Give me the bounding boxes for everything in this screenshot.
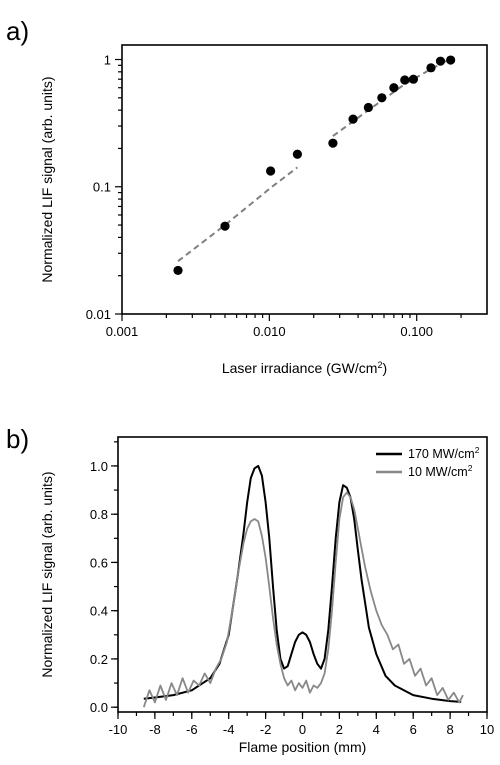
panel-b-plot-frame [117,436,488,713]
panel-a-y-axis-label: Normalized LIF signal (arb. units) [39,76,55,282]
panel-b-series-lines [142,464,464,708]
data-point [446,55,456,65]
series-line-170 [143,464,462,703]
y-tick-label: 1.0 [90,459,108,474]
x-tick-label: -2 [260,722,272,737]
fit-line [177,166,299,262]
data-point [435,56,446,66]
panel-b-legend: 170 MW/cm2 10 MW/cm2 [376,445,480,479]
panel-b: b) -10 -8 -6 -4 -2 0 2 4 6 8 100.00.20.40.60.81.0 … [6,424,494,755]
panel-a: a) 0.001 0.010 0.100 0.01 0.1 1 Laser irradia… [6,16,488,376]
panel-b-label: b) [6,424,29,454]
y-tick-label: 0.2 [90,652,108,667]
data-point [389,83,399,93]
panel-a-label: a) [6,16,29,46]
x-tick-label: 6 [410,722,417,737]
data-point [377,93,387,103]
panel-b-y-axis-label: Normalized LIF signal (arb. units) [39,471,55,677]
data-point [426,63,436,73]
data-point [348,114,358,124]
data-point [400,75,410,85]
x-tick-label: 0.010 [253,324,286,339]
data-point [266,166,276,176]
panel-a-data-points [173,55,456,276]
panel-a-ticks: 0.001 0.010 0.100 0.01 0.1 1 [86,52,462,339]
data-point [220,221,230,231]
data-point [292,149,302,159]
x-tick-label: -8 [149,722,161,737]
data-point [408,74,419,84]
x-tick-label: -4 [223,722,235,737]
panel-a-x-axis-label: Laser irradiance (GW/cm2) [222,360,387,376]
data-point [363,102,373,113]
data-point [328,138,338,148]
y-tick-label: 0.6 [90,555,108,570]
series-line-10 [142,491,464,708]
legend-label-10: 10 MW/cm2 [408,463,473,479]
y-tick-label: 0.0 [90,700,108,715]
x-tick-label: 0.100 [400,324,433,339]
y-tick-label: 0.1 [93,180,111,195]
y-tick-label: 0.4 [90,604,108,619]
y-tick-label: 0.8 [90,507,108,522]
data-point [173,265,183,276]
panel-a-plot-frame [121,44,488,315]
y-tick-label: 0.01 [86,307,111,322]
y-tick-label: 1 [104,52,111,67]
x-tick-label: -10 [109,722,128,737]
x-tick-label: 8 [446,722,453,737]
panel-b-x-axis-label: Flame position (mm) [239,739,367,755]
x-tick-label: 10 [480,722,494,737]
panel-b-ticks: -10 -8 -6 -4 -2 0 2 4 6 8 10 0.0 0.2 0.4 0.6 0.8 1.0 [90,441,494,737]
legend-label-170: 170 MW/cm2 [408,445,480,461]
panel-a-fit-lines [177,57,452,262]
x-tick-label: 2 [336,722,343,737]
x-tick-label: -6 [186,722,198,737]
x-tick-label: 0 [299,722,306,737]
x-tick-label: 0.001 [106,324,139,339]
x-tick-label: 4 [373,722,380,737]
